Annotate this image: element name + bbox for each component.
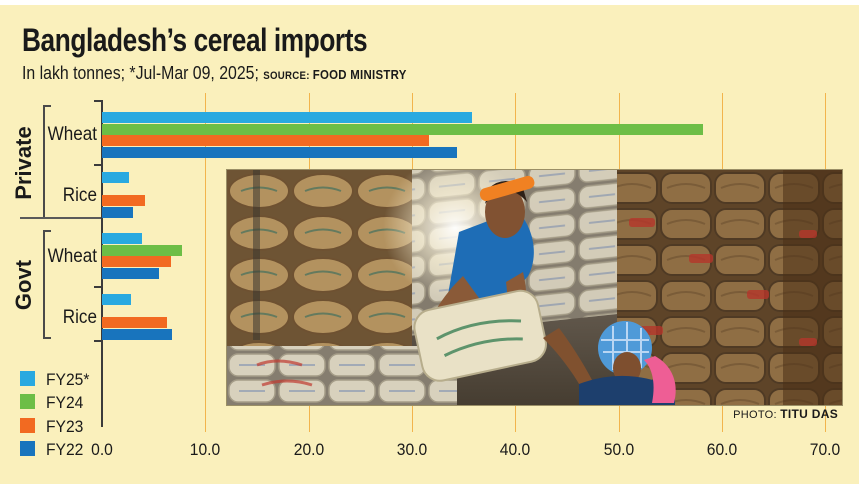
row-label-private-wheat: Wheat <box>47 124 97 145</box>
bar-FY25-govt-wheat <box>102 233 143 244</box>
legend-label-fy24: FY24 <box>46 393 84 412</box>
bar-FY24-govt-wheat <box>102 244 182 256</box>
gridline <box>205 93 207 432</box>
bar-FY23-private-rice <box>102 195 146 206</box>
pink-shoulder-cloth <box>644 356 676 403</box>
cream-sack <box>413 289 547 382</box>
bar-FY25-private-rice <box>102 172 129 183</box>
bar-FY25-private-wheat <box>102 112 472 123</box>
photo-credit-label: PHOTO: <box>733 409 781 421</box>
orange-headband <box>479 175 535 202</box>
axis-tick <box>94 340 102 342</box>
source-name: FOOD MINISTRY <box>312 67 407 82</box>
legend-swatch-fy22 <box>20 441 35 456</box>
legend-label-fy22: FY22 <box>46 440 84 459</box>
legend-label-fy23: FY23 <box>46 417 84 436</box>
x-tick-label: 40.0 <box>499 440 531 459</box>
axis-tick <box>94 164 102 166</box>
govt-group-bracket <box>43 230 51 339</box>
worker-lower <box>543 321 676 405</box>
row-label-private-rice: Rice <box>62 185 97 206</box>
bar-FY24-private-wheat <box>102 123 704 135</box>
x-tick-label: 60.0 <box>706 440 738 459</box>
x-tick-label: 10.0 <box>190 440 221 459</box>
pillar <box>253 170 260 340</box>
bar-FY23-private-wheat <box>102 135 430 146</box>
x-tick-label: 0.0 <box>91 440 113 459</box>
axis-tick <box>94 286 102 288</box>
photo-credit: PHOTO: TITU DAS <box>733 407 838 421</box>
x-tick-label: 50.0 <box>603 440 634 459</box>
bar-FY23-govt-wheat <box>102 256 172 267</box>
legend-swatch-fy24 <box>20 394 35 409</box>
row-label-govt-wheat: Wheat <box>47 246 97 267</box>
bar-FY25-govt-rice <box>102 294 131 305</box>
far-right-dark-stack <box>783 170 842 405</box>
x-tick-label: 70.0 <box>809 440 841 459</box>
row-label-govt-rice: Rice <box>62 307 97 328</box>
page-title: Bangladesh’s cereal imports <box>22 22 368 58</box>
bar-FY22-private-wheat <box>102 146 458 158</box>
legend-label-fy25: FY25* <box>46 370 90 389</box>
axis-tick <box>94 100 102 102</box>
sack-print-red <box>256 359 313 387</box>
subtitle-unit-text: In lakh tonnes; *Jul-Mar 09, 2025; <box>22 63 264 83</box>
bar-FY23-govt-rice <box>102 317 168 328</box>
bar-FY22-govt-rice <box>102 328 173 340</box>
bar-FY22-govt-wheat <box>102 267 159 279</box>
source-label: SOURCE: <box>263 70 313 82</box>
x-tick-label: 30.0 <box>396 440 428 459</box>
top-strip <box>0 0 859 5</box>
worker-lower-body <box>579 375 675 405</box>
warehouse-photo <box>226 169 843 406</box>
legend-swatch-fy23 <box>20 418 35 433</box>
bar-FY22-private-rice <box>102 206 133 218</box>
group-divider-line <box>20 217 101 219</box>
x-tick-label: 20.0 <box>293 440 324 459</box>
photo-credit-name: TITU DAS <box>780 407 838 421</box>
red-print-marks <box>629 218 817 346</box>
legend-swatch-fy25 <box>20 371 35 386</box>
worker-upper-head <box>485 186 525 238</box>
chart-subtitle: In lakh tonnes; *Jul-Mar 09, 2025; SOURC… <box>22 63 407 84</box>
bottom-white-sacks <box>227 346 457 405</box>
